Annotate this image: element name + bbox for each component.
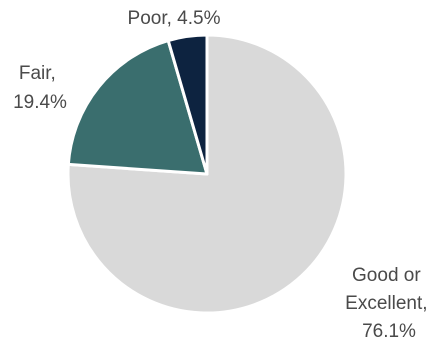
data-label-fair: Fair, 19.4% xyxy=(13,63,67,113)
pie-data-labels: Good or Excellent, 76.1% Fair, 19.4% Poo… xyxy=(13,8,433,342)
data-label-poor: Poor, 4.5% xyxy=(128,8,221,29)
pie-slice-fair xyxy=(66,39,209,176)
data-label-good-or-excellent: Good or Excellent, 76.1% xyxy=(345,265,433,342)
pie-slices xyxy=(66,33,348,315)
pie-slice-good-or-excellent xyxy=(66,33,348,315)
pie-slice-poor xyxy=(166,33,209,176)
